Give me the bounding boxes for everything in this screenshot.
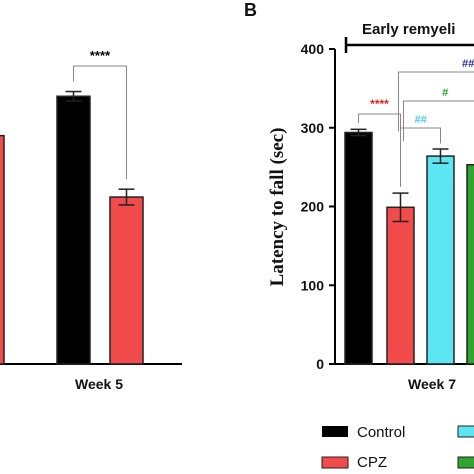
bar-4 <box>466 164 474 365</box>
panel-b-bars <box>344 128 474 365</box>
significance-marker: **** <box>90 48 111 63</box>
significance-bracket <box>73 65 127 180</box>
legend: Control CPZ <box>321 424 474 471</box>
bracket-cpz-series3 <box>400 127 441 182</box>
bar-2 <box>386 206 415 365</box>
panel-a-bars <box>0 90 144 365</box>
panel-b-significance: ****##### <box>358 58 474 187</box>
bar-1 <box>56 95 91 365</box>
significance-marker-cpz-series4: # <box>442 87 449 99</box>
legend-swatch-control <box>322 426 348 437</box>
legend-swatch-series-4 <box>457 456 474 469</box>
legend-label-cpz: CPZ <box>357 454 387 471</box>
significance-marker-cpz-series3: ## <box>414 114 427 126</box>
legend-swatch-cpz <box>321 456 349 469</box>
bar-3 <box>426 155 455 365</box>
y-tick-label: 300 <box>301 120 325 136</box>
panel-b-label: B <box>244 0 257 20</box>
panel-a-significance: **** <box>73 48 127 180</box>
legend-label-control: Control <box>357 424 405 441</box>
y-tick-label: 200 <box>301 199 325 215</box>
panel-b: B Early remyeli Latency to fall (sec) 0 1… <box>244 0 474 471</box>
y-tick-label: 400 <box>301 41 325 57</box>
panel-a-x-category-label: Week 5 <box>75 376 123 392</box>
y-tick-label: 100 <box>301 277 325 293</box>
significance-marker-control-cpz: **** <box>370 97 389 111</box>
bar-2 <box>109 196 144 365</box>
bracket-cpz-series4 <box>403 100 474 142</box>
bar-partial <box>0 134 5 365</box>
panel-b-x-category-label: Week 7 <box>408 376 456 392</box>
period-title: Early remyeli <box>362 21 455 38</box>
significance-marker-offscreen: ## <box>462 58 474 70</box>
legend-swatch-series-3 <box>457 425 474 438</box>
y-axis-title: Latency to fall (sec) <box>267 128 288 287</box>
panel-a: Week 5 **** <box>0 48 182 392</box>
y-tick-label: 0 <box>316 356 324 372</box>
panel-b-y-ticks: 0 100 200 300 400 <box>301 41 335 372</box>
bracket-cpz-offscreen <box>398 71 474 132</box>
bar-1 <box>344 131 373 365</box>
